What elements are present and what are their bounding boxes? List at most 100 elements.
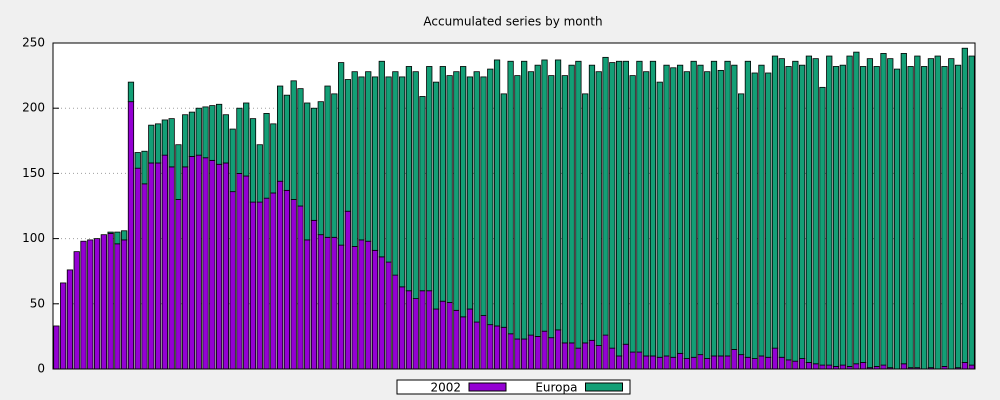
bar	[595, 345, 602, 370]
bar	[826, 364, 833, 370]
bar	[765, 72, 772, 358]
bar	[229, 191, 236, 370]
bar	[527, 71, 535, 336]
bar	[399, 286, 406, 370]
bar	[256, 144, 263, 203]
bar	[310, 107, 318, 221]
plot-border	[52, 42, 976, 370]
bar	[405, 66, 413, 292]
bar	[310, 219, 318, 370]
bar	[561, 342, 568, 370]
bar	[283, 94, 291, 191]
bar	[229, 128, 236, 193]
bar	[541, 59, 548, 332]
bar	[805, 362, 813, 370]
bar	[297, 205, 304, 370]
bar	[351, 71, 358, 247]
bar	[968, 364, 975, 370]
y-tick-label: 250	[22, 36, 45, 50]
bar	[602, 56, 609, 336]
bar	[473, 321, 480, 370]
bar	[148, 162, 155, 370]
y-tick-label: 50	[30, 296, 45, 310]
bar	[771, 347, 779, 370]
bar	[541, 330, 548, 370]
bar	[195, 154, 202, 370]
legend-swatch	[468, 382, 507, 392]
bar	[860, 362, 867, 370]
bar	[582, 93, 589, 344]
bar	[534, 335, 541, 370]
bar	[704, 358, 711, 370]
bar	[656, 356, 663, 370]
bar	[907, 66, 914, 369]
bar	[527, 334, 535, 370]
bar	[432, 308, 440, 370]
bar	[961, 362, 968, 370]
bar	[731, 349, 738, 370]
bar	[487, 68, 494, 326]
bar	[500, 326, 507, 370]
y-tick-label: 200	[22, 101, 45, 115]
bar	[744, 60, 752, 358]
bar	[215, 103, 223, 165]
bar	[622, 60, 629, 345]
bar	[832, 66, 840, 367]
bar	[873, 66, 880, 367]
bar	[880, 364, 887, 370]
bar	[636, 351, 643, 370]
bar	[480, 76, 487, 316]
bar	[629, 351, 636, 370]
bar	[426, 66, 433, 292]
bar	[968, 55, 975, 366]
bar	[948, 58, 955, 370]
bar	[521, 338, 528, 370]
bar	[392, 71, 399, 276]
bar	[548, 337, 555, 370]
bar	[602, 334, 609, 370]
bar	[161, 119, 168, 156]
bar	[514, 338, 521, 370]
bar	[615, 355, 623, 370]
bar	[66, 269, 74, 370]
bar	[324, 236, 331, 370]
bar	[561, 75, 568, 344]
bar	[405, 290, 413, 370]
bar	[792, 60, 799, 362]
bar	[446, 302, 453, 370]
bar	[656, 81, 663, 358]
bar	[697, 354, 704, 370]
bar	[161, 154, 168, 370]
bar	[717, 69, 724, 357]
bar	[182, 166, 189, 370]
bar	[582, 342, 589, 370]
bar	[771, 55, 779, 349]
bar	[900, 363, 907, 370]
bar	[690, 60, 697, 358]
bar	[880, 53, 887, 366]
bar	[629, 75, 636, 353]
bar	[900, 53, 907, 365]
bar	[351, 246, 358, 370]
legend-label: Europa	[535, 381, 577, 395]
bar	[202, 106, 209, 159]
bar	[778, 58, 785, 358]
bar	[853, 51, 860, 365]
bar	[168, 166, 175, 370]
chart-title: Accumulated series by month	[423, 15, 602, 29]
bar	[399, 76, 406, 288]
bar	[731, 64, 738, 350]
bar	[107, 231, 114, 234]
bar	[893, 68, 901, 370]
bar	[473, 71, 480, 323]
bar	[60, 282, 67, 370]
bar	[154, 123, 162, 164]
bar	[304, 102, 311, 241]
bar	[466, 308, 474, 370]
bar	[649, 355, 657, 370]
bar	[141, 150, 148, 185]
bar	[934, 55, 941, 370]
bar	[860, 66, 867, 363]
y-tick-label: 100	[22, 231, 45, 245]
